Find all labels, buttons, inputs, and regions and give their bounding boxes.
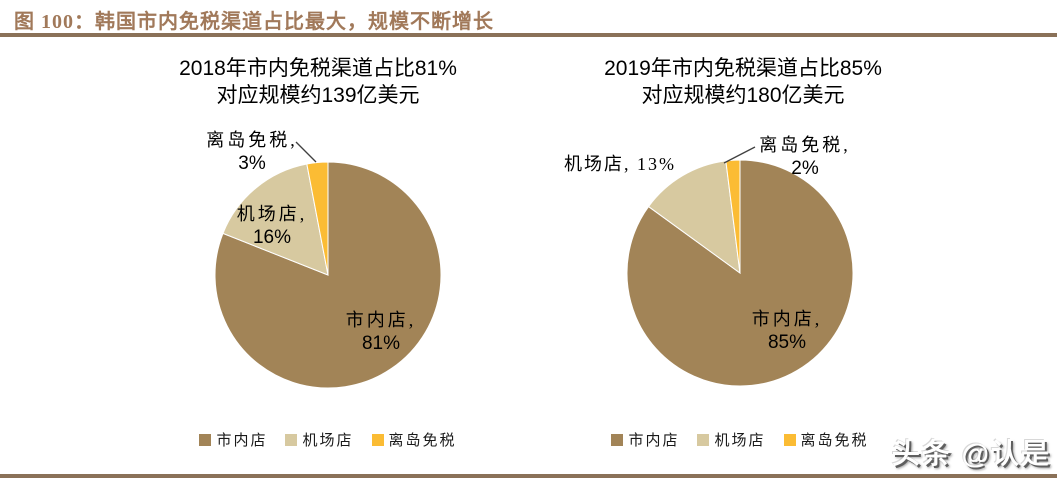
legend-2019: 市内店 机场店 离岛免税 bbox=[565, 429, 915, 450]
legend-2019-item-city: 市内店 bbox=[611, 429, 679, 450]
pie-2018-label-city: 市内店, 81% bbox=[301, 308, 461, 356]
pie-2019-label-island-name: 离岛免税, bbox=[759, 135, 851, 155]
pie-slice-机场店 bbox=[222, 163, 329, 276]
pie-2019-label-city-value: 85% bbox=[767, 332, 807, 353]
legend-2018-item-city: 市内店 bbox=[199, 429, 267, 450]
legend-label-airport: 机场店 bbox=[714, 433, 766, 449]
legend-swatch-city bbox=[199, 433, 212, 446]
pie-2018-label-city-value: 81% bbox=[361, 333, 401, 354]
legend-2018-item-island: 离岛免税 bbox=[371, 429, 457, 450]
pie-2018-label-island: 离岛免税, 3% bbox=[172, 128, 332, 176]
watermark: 头条 @认是 bbox=[891, 438, 1051, 469]
legend-label-island: 离岛免税 bbox=[800, 433, 869, 449]
legend-label-island: 离岛免税 bbox=[388, 433, 457, 449]
pie-2018-label-city-name: 市内店, bbox=[345, 310, 417, 330]
pie-2018-label-airport-name: 机场店, bbox=[236, 204, 308, 224]
pie-2019-label-island: 离岛免税, 2% bbox=[725, 133, 885, 181]
legend-swatch-city bbox=[611, 433, 624, 446]
chart-2019-subtitle: 2019年市内免税渠道占比85% 对应规模约180亿美元 bbox=[533, 55, 953, 109]
pie-2018-label-airport-value: 16% bbox=[252, 227, 292, 248]
legend-label-airport: 机场店 bbox=[302, 433, 354, 449]
legend-2019-item-airport: 机场店 bbox=[697, 429, 765, 450]
pie-chart-2018 bbox=[214, 161, 442, 389]
pie-slice-离岛免税 bbox=[306, 161, 329, 276]
pie-slice-机场店 bbox=[647, 160, 741, 275]
title-underline-rule bbox=[0, 33, 1057, 37]
legend-label-city: 市内店 bbox=[628, 433, 680, 449]
chart-2018-subtitle: 2018年市内免税渠道占比81% 对应规模约139亿美元 bbox=[108, 55, 528, 109]
legend-swatch-airport bbox=[285, 433, 298, 446]
legend-swatch-airport bbox=[697, 433, 710, 446]
pie-2019-label-airport-text: 机场店, 13% bbox=[564, 154, 676, 174]
pie-slice-市内店 bbox=[626, 159, 854, 387]
chart-2019-subtitle-line1: 2019年市内免税渠道占比85% bbox=[604, 57, 882, 80]
pie-2019-label-city: 市内店, 85% bbox=[707, 307, 867, 355]
figure-title: 图 100：韩国市内免税渠道占比最大，规模不断增长 bbox=[14, 11, 494, 33]
legend-2019-item-island: 离岛免税 bbox=[783, 429, 869, 450]
legend-swatch-island bbox=[783, 433, 796, 446]
pie-2019-label-airport: 机场店, 13% bbox=[540, 152, 700, 176]
figure-bottom-rule bbox=[0, 474, 1057, 478]
legend-swatch-island bbox=[371, 433, 384, 446]
pie-2018-label-airport: 机场店, 16% bbox=[192, 202, 352, 250]
legend-2018-item-airport: 机场店 bbox=[285, 429, 353, 450]
pie-2018-label-island-name: 离岛免税, bbox=[206, 130, 298, 150]
chart-2018-subtitle-line1: 2018年市内免税渠道占比81% bbox=[179, 57, 457, 80]
chart-2018-subtitle-line2: 对应规模约139亿美元 bbox=[216, 84, 420, 107]
chart-2019-subtitle-line2: 对应规模约180亿美元 bbox=[641, 84, 845, 107]
legend-2018: 市内店 机场店 离岛免税 bbox=[153, 429, 503, 450]
pie-2018-label-island-value: 3% bbox=[238, 153, 266, 174]
legend-label-city: 市内店 bbox=[216, 433, 268, 449]
pie-2019-label-island-value: 2% bbox=[791, 158, 819, 179]
pie-2019-label-city-name: 市内店, bbox=[751, 309, 823, 329]
